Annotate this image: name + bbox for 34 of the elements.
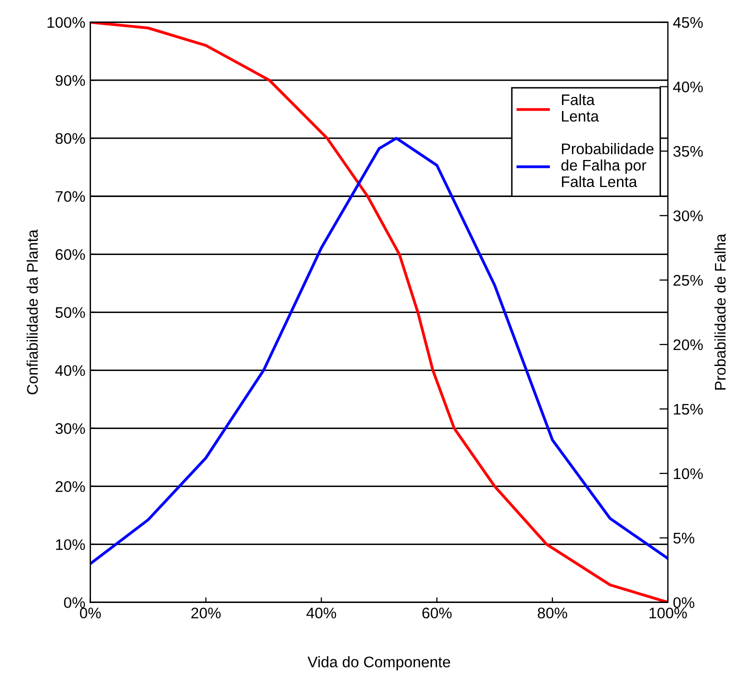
y2-axis-title: Probabilidade de Falha — [714, 234, 726, 390]
y-tick-label: 40% — [55, 365, 85, 376]
y-tick-label: 0% — [64, 597, 85, 608]
y2-tick-label: 5% — [673, 532, 694, 544]
y-tick-label: 50% — [56, 307, 85, 318]
line-series — [90, 136, 668, 566]
x-axis-title: Vida do Componente — [308, 656, 450, 670]
y2-tick-label: 45% — [673, 17, 703, 28]
x-tick-label: 100% — [650, 608, 687, 618]
y2-tick-label: 35% — [673, 146, 703, 157]
x-tick-label: 80% — [538, 608, 568, 618]
y-tick-label: 30% — [56, 423, 85, 434]
y2-tick-label: 10% — [674, 468, 703, 480]
y-tick-label: 60% — [56, 249, 85, 260]
y-tick-label: 70% — [56, 191, 85, 202]
y-tick-label: 90% — [56, 75, 85, 86]
x-tick-label: 20% — [191, 608, 221, 618]
y2-tick-label: 15% — [674, 404, 703, 415]
y-axis-title: Confiabilidade da Planta — [26, 229, 38, 394]
y-tick-label: 10% — [56, 539, 85, 550]
y-tick-label: 100% — [48, 17, 85, 28]
y-tick-label: 80% — [56, 133, 85, 144]
x-tick-label: 0% — [80, 608, 101, 618]
y2-tick-label: 30% — [673, 210, 703, 222]
y2-tick-label: 0% — [673, 597, 694, 608]
legend-label: Probabilidade de Falha por Falta Lenta — [561, 143, 654, 188]
y2-tick-label: 20% — [674, 339, 703, 350]
y-tick-label: 20% — [56, 481, 85, 492]
y2-tick-label: 40% — [673, 82, 703, 92]
x-tick-label: 40% — [306, 608, 336, 618]
legend-label: Falta Lenta — [562, 94, 599, 122]
y2-tick-label: 25% — [674, 274, 703, 286]
x-tick-label: 60% — [422, 608, 452, 618]
line-series — [90, 22, 668, 602]
